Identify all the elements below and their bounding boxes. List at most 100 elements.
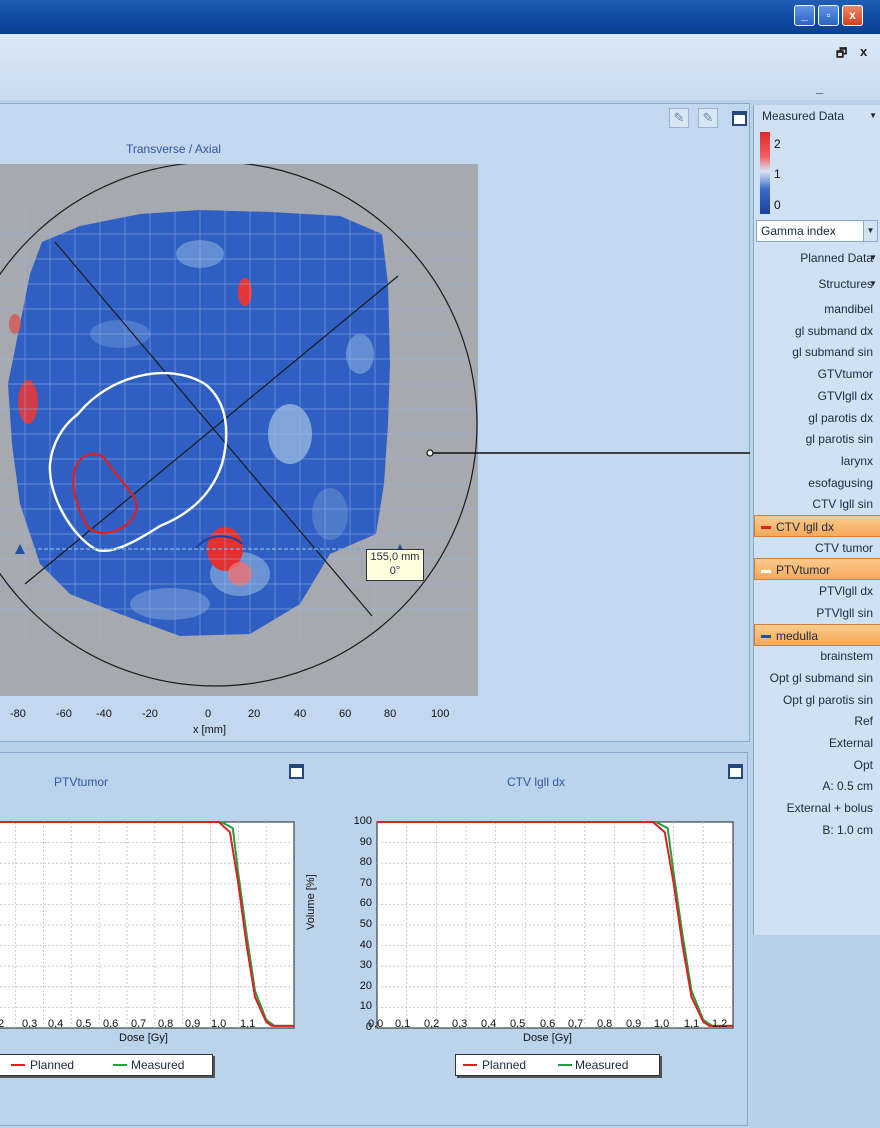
structure-item[interactable]: GTVtumor xyxy=(754,363,880,385)
gamma-color-scale xyxy=(760,132,770,214)
minimize-button[interactable]: _ xyxy=(794,5,815,26)
planned-data-label: Planned Data xyxy=(800,251,873,265)
dvh-left-x-tick: 0,3 xyxy=(22,1018,38,1030)
menu-bar: _ 🗗 x xyxy=(0,34,880,100)
gamma-region xyxy=(8,210,390,636)
measured-data-header[interactable]: Measured Data ▼ xyxy=(754,105,880,127)
dvh-right-y-tick: 60 xyxy=(359,897,372,910)
dvh-left-x-tick: 0,7 xyxy=(131,1018,147,1030)
medulla-contour xyxy=(195,535,243,550)
viewer-x-tick: 0 xyxy=(205,708,212,720)
mdi-close-button[interactable]: x xyxy=(860,44,868,59)
structure-item[interactable]: Opt gl submand sin xyxy=(754,667,880,689)
measurement-distance: 155,0 mm xyxy=(370,551,420,563)
structure-item[interactable]: CTV lgll dx xyxy=(754,515,880,537)
dvh-right-y-tick: 40 xyxy=(359,938,372,951)
structure-sidebar: Measured Data ▼ 2 1 0 Gamma index ▼ Plan… xyxy=(753,105,880,935)
structure-item[interactable]: esofagusing xyxy=(754,472,880,494)
structure-label: esofagusing xyxy=(808,475,873,490)
planned-curve xyxy=(377,821,733,1027)
pointer-dot xyxy=(426,449,434,457)
structure-item[interactable]: gl parotis dx xyxy=(754,407,880,429)
structure-item[interactable]: brainstem xyxy=(754,645,880,667)
dvh-left-x-tick: ,2 xyxy=(0,1018,5,1030)
structure-item[interactable]: gl submand sin xyxy=(754,341,880,363)
structure-item[interactable]: CTV tumor xyxy=(754,537,880,559)
structure-label: Opt xyxy=(853,757,873,772)
dvh-right-maximize-button[interactable] xyxy=(728,764,743,779)
dvh-right-legend: Planned Measured xyxy=(455,1054,660,1076)
gamma-index-select[interactable]: Gamma index ▼ xyxy=(756,220,878,242)
dvh-right-x-tick: 0,2 xyxy=(424,1018,440,1030)
dvh-charts xyxy=(0,821,734,1029)
structure-item[interactable]: gl submand dx xyxy=(754,320,880,342)
structure-label: Opt gl submand sin xyxy=(769,670,873,685)
viewer-x-tick: 60 xyxy=(339,708,352,720)
structure-item[interactable]: CTV lgll sin xyxy=(754,493,880,515)
structure-item[interactable]: GTVlgll dx xyxy=(754,385,880,407)
maximize-viewer-button[interactable] xyxy=(732,111,747,126)
dvh-left-maximize-button[interactable] xyxy=(289,764,304,779)
viewer-x-tick: 80 xyxy=(384,708,397,720)
axial-gamma-image[interactable] xyxy=(0,164,750,709)
dvh-right-x-tick: 0,7 xyxy=(568,1018,584,1030)
structure-label: External xyxy=(828,736,873,750)
structure-item[interactable]: Opt gl parotis sin xyxy=(754,689,880,711)
ptvtumor-contour xyxy=(48,371,228,552)
gamma-select-arrow[interactable]: ▼ xyxy=(863,221,877,241)
dvh-right-x-tick: 1,1 xyxy=(684,1018,700,1030)
structure-item[interactable]: External xyxy=(754,732,880,754)
structure-item[interactable]: PTVlgll dx xyxy=(754,580,880,602)
gamma-select-value: Gamma index xyxy=(761,224,836,238)
planned-dropdown-icon[interactable]: ▼ xyxy=(869,253,877,262)
zoom-out-icon[interactable]: ✎ xyxy=(698,108,718,128)
structure-item[interactable]: gl parotis sin xyxy=(754,428,880,450)
structure-item[interactable]: PTVtumor xyxy=(754,558,880,581)
dvh-right-y-tick: 100 xyxy=(353,815,372,827)
structures-header[interactable]: Structures ▼ xyxy=(754,273,880,295)
measured-dropdown-icon[interactable]: ▼ xyxy=(869,111,877,120)
dvh-left-x-tick: 1,0 xyxy=(211,1018,227,1030)
window-titlebar: _ ▫ x xyxy=(0,0,880,34)
legend-planned-swatch xyxy=(11,1064,25,1066)
dvh-right-x-tick: 0,8 xyxy=(597,1018,613,1030)
structure-item[interactable]: B: 1.0 cm xyxy=(754,819,880,841)
dvh-right-y-tick: 0 xyxy=(365,1021,372,1033)
structure-item[interactable]: mandibel xyxy=(754,298,880,320)
structure-item[interactable]: PTVlgll sin xyxy=(754,602,880,624)
mdi-minimize-button[interactable]: _ xyxy=(816,80,824,95)
structure-item[interactable]: Ref xyxy=(754,710,880,732)
structure-item[interactable]: larynx xyxy=(754,450,880,472)
ctv-lgll-dx-contour xyxy=(72,452,138,535)
legend-measured-label: Measured xyxy=(575,1058,629,1072)
viewer-x-axis-label: x [mm] xyxy=(193,724,226,736)
structure-item[interactable]: medulla xyxy=(754,623,880,646)
dvh-right-x-tick: 0,0 xyxy=(368,1018,384,1030)
planned-data-header[interactable]: Planned Data ▼ xyxy=(754,247,880,269)
structure-label: CTV tumor xyxy=(814,540,873,555)
structures-label: Structures xyxy=(818,277,873,291)
dvh-right-ylabel: Volume [%] xyxy=(305,874,317,930)
dvh-right-y-tick: 10 xyxy=(359,1000,372,1013)
viewer-x-tick: 100 xyxy=(431,708,450,720)
measurement-label: 155,0 mm 0° xyxy=(366,549,424,581)
viewer-x-tick: 40 xyxy=(294,708,307,720)
mdi-restore-button[interactable]: 🗗 xyxy=(836,46,848,60)
restore-button[interactable]: ▫ xyxy=(818,5,839,26)
structure-label: gl parotis dx xyxy=(808,410,873,425)
structure-label: medulla xyxy=(776,628,819,643)
dvh-left-x-tick: 1,1 xyxy=(240,1018,256,1030)
close-button[interactable]: x xyxy=(842,5,863,26)
structure-label: PTVlgll dx xyxy=(818,584,873,599)
structures-dropdown-icon[interactable]: ▼ xyxy=(869,279,877,288)
viewer-x-tick: 20 xyxy=(248,708,261,720)
legend-planned-swatch xyxy=(463,1064,477,1066)
structure-item[interactable]: A: 0.5 cm xyxy=(754,775,880,797)
structure-color-mark xyxy=(761,634,771,638)
structure-item[interactable]: Opt xyxy=(754,754,880,776)
structure-label: PTVtumor xyxy=(776,563,831,578)
structure-label: mandibel xyxy=(824,302,873,316)
structure-item[interactable]: External + bolus xyxy=(754,797,880,819)
zoom-in-icon[interactable]: ✎ xyxy=(669,108,689,128)
dvh-right-title: CTV lgll dx xyxy=(507,775,566,789)
